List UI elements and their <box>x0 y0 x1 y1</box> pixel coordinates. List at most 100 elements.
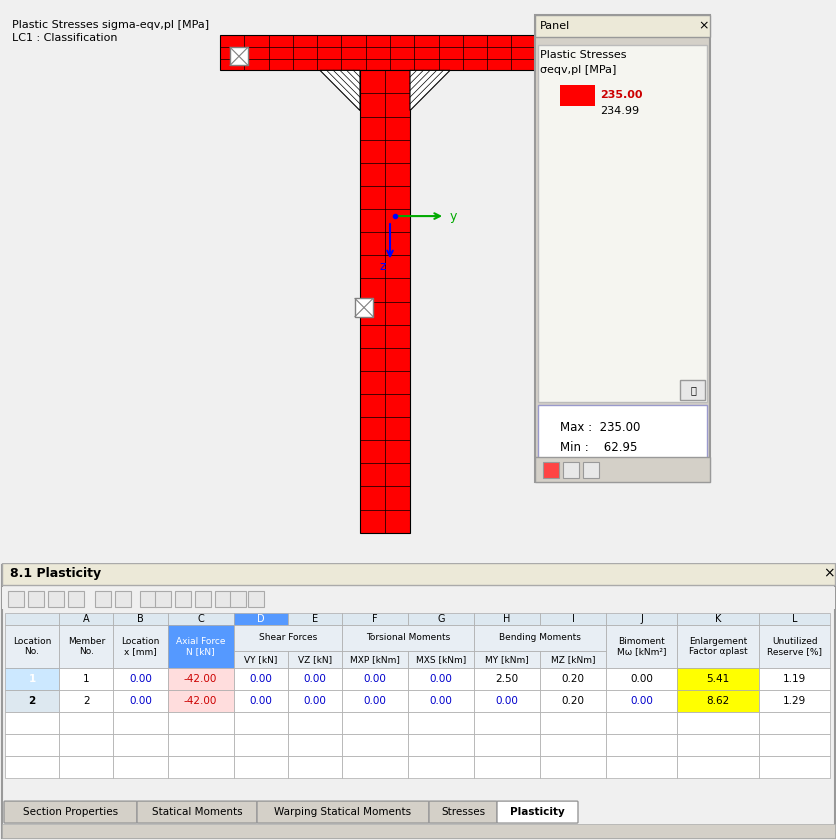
Text: Enlargement
Factor αplast: Enlargement Factor αplast <box>688 637 747 656</box>
Bar <box>48 591 64 606</box>
Bar <box>354 298 373 317</box>
FancyBboxPatch shape <box>429 801 497 823</box>
Bar <box>114 690 167 712</box>
Bar <box>539 669 605 690</box>
Polygon shape <box>410 71 450 111</box>
Bar <box>233 669 288 690</box>
Bar <box>408 690 473 712</box>
Bar <box>2 824 834 838</box>
Text: σeqv,pl [MPa]: σeqv,pl [MPa] <box>539 66 615 76</box>
Bar <box>167 669 233 690</box>
FancyBboxPatch shape <box>4 801 137 823</box>
Text: 0.00: 0.00 <box>495 696 517 706</box>
Bar <box>2 563 834 585</box>
Text: Location
x [mm]: Location x [mm] <box>121 637 160 656</box>
Bar <box>473 650 539 669</box>
Text: y: y <box>450 209 456 223</box>
Text: 8.62: 8.62 <box>706 696 729 706</box>
Bar <box>758 669 829 690</box>
Text: Stresses: Stresses <box>441 807 485 817</box>
FancyBboxPatch shape <box>534 15 709 482</box>
Text: 1: 1 <box>28 675 36 685</box>
Bar <box>59 690 114 712</box>
Text: 0.00: 0.00 <box>249 675 272 685</box>
Bar <box>114 734 167 756</box>
Text: G: G <box>436 614 444 624</box>
Bar <box>233 734 288 756</box>
Bar <box>5 690 59 712</box>
Bar <box>473 625 605 650</box>
Bar <box>59 669 114 690</box>
Bar <box>605 612 676 625</box>
Bar <box>140 591 155 606</box>
Bar <box>59 625 114 669</box>
Bar <box>247 591 263 606</box>
Bar <box>342 690 408 712</box>
Bar <box>408 756 473 778</box>
Text: -42.00: -42.00 <box>184 675 217 685</box>
Bar <box>5 712 59 734</box>
Text: 🔍: 🔍 <box>689 385 695 395</box>
Bar <box>233 650 288 669</box>
Bar <box>288 650 342 669</box>
Bar <box>543 462 558 478</box>
Bar <box>473 690 539 712</box>
Bar <box>220 35 559 71</box>
Text: VZ [kN]: VZ [kN] <box>298 655 332 664</box>
Text: E: E <box>312 614 318 624</box>
Bar <box>114 756 167 778</box>
Bar <box>342 756 408 778</box>
Bar <box>167 734 233 756</box>
Bar <box>473 712 539 734</box>
Bar <box>605 690 676 712</box>
Text: 1: 1 <box>83 675 89 685</box>
Text: -42.00: -42.00 <box>184 696 217 706</box>
Bar <box>59 612 114 625</box>
Text: B: B <box>137 614 144 624</box>
Text: Member
No.: Member No. <box>68 637 104 656</box>
FancyBboxPatch shape <box>497 801 578 823</box>
Text: K: K <box>714 614 721 624</box>
Bar <box>167 690 233 712</box>
Bar <box>114 669 167 690</box>
Text: C: C <box>197 614 204 624</box>
Text: Panel: Panel <box>539 21 569 31</box>
Bar <box>288 669 342 690</box>
Text: L: L <box>791 614 797 624</box>
Text: Shear Forces: Shear Forces <box>258 633 317 642</box>
Bar <box>233 756 288 778</box>
Text: 0.00: 0.00 <box>303 675 326 685</box>
Bar <box>167 756 233 778</box>
Bar <box>5 669 59 690</box>
Text: 0.00: 0.00 <box>630 675 652 685</box>
Bar <box>473 734 539 756</box>
Text: 0.20: 0.20 <box>561 675 584 685</box>
Bar <box>59 756 114 778</box>
Text: 1.19: 1.19 <box>782 675 805 685</box>
Bar <box>342 669 408 690</box>
Text: MXP [kNm]: MXP [kNm] <box>349 655 400 664</box>
Text: Bimoment
Mω [kNm²]: Bimoment Mω [kNm²] <box>616 637 665 656</box>
Bar <box>676 756 758 778</box>
Bar <box>676 625 758 669</box>
Bar <box>605 669 676 690</box>
Bar <box>605 625 676 669</box>
Text: Plastic Stresses sigma-eqv,pl [MPa]: Plastic Stresses sigma-eqv,pl [MPa] <box>12 20 209 30</box>
Text: Location
No.: Location No. <box>13 637 51 656</box>
Text: 0.00: 0.00 <box>429 696 452 706</box>
Bar <box>155 591 171 606</box>
Bar <box>342 712 408 734</box>
Bar <box>534 15 709 37</box>
Bar <box>2 586 834 609</box>
Bar <box>538 405 706 480</box>
Text: 234.99: 234.99 <box>599 106 639 116</box>
Text: Section Properties: Section Properties <box>23 807 118 817</box>
Bar <box>342 650 408 669</box>
Text: 0.00: 0.00 <box>429 675 452 685</box>
Bar <box>539 756 605 778</box>
Text: Unutilized
Reserve [%]: Unutilized Reserve [%] <box>767 637 821 656</box>
Text: ×: × <box>822 567 833 580</box>
Bar <box>233 690 288 712</box>
Text: Warping Statical Moments: Warping Statical Moments <box>274 807 411 817</box>
Bar <box>68 591 84 606</box>
